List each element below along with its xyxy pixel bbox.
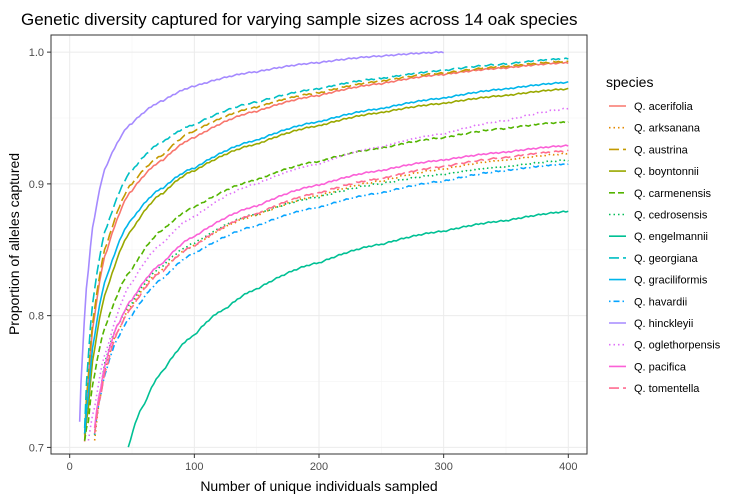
y-tick-label: 1.0 — [29, 47, 44, 59]
series-line — [83, 81, 569, 434]
legend-item: Q. boyntonnii — [609, 166, 699, 178]
legend-item: Q. engelmannii — [609, 231, 708, 243]
series-line — [83, 87, 569, 441]
legend-item: Q. acerifolia — [609, 101, 694, 113]
legend-item: Q. tomentella — [609, 383, 700, 395]
grid — [51, 35, 587, 454]
legend-item: Q. pacifica — [609, 361, 687, 373]
x-tick-label: 100 — [185, 461, 203, 473]
legend-item: Q. georgiana — [609, 253, 698, 265]
series-line — [93, 149, 569, 434]
y-axis: 0.7 0.8 0.9 1.0 — [29, 47, 51, 454]
legend-label: Q. austrina — [634, 144, 689, 156]
series-line — [83, 121, 569, 441]
legend-item: Q. havardii — [609, 296, 687, 308]
legend-item: Q. oglethorpensis — [609, 340, 721, 352]
series-line — [93, 144, 569, 429]
series-layer — [78, 50, 569, 448]
legend-label: Q. boyntonnii — [634, 166, 699, 178]
y-tick-label: 0.8 — [29, 311, 44, 323]
series-line — [78, 50, 444, 422]
y-tick-label: 0.7 — [29, 442, 44, 454]
series-line — [87, 107, 569, 441]
legend-items: Q. acerifolia Q. arksanana Q. austrina Q. b… — [609, 101, 721, 395]
legend-label: Q. arksanana — [634, 123, 701, 135]
legend-label: Q. georgiana — [634, 253, 698, 265]
y-tick-label: 0.9 — [29, 179, 44, 191]
legend-item: Q. arksanana — [609, 123, 701, 135]
x-axis: 0 100 200 300 400 — [67, 454, 577, 473]
legend-label: Q. havardii — [634, 296, 687, 308]
legend-item: Q. graciliformis — [609, 275, 708, 287]
legend-item: Q. cedrosensis — [609, 210, 708, 222]
series-line — [83, 57, 569, 429]
x-tick-label: 0 — [67, 461, 73, 473]
x-tick-label: 200 — [310, 461, 328, 473]
legend-label: Q. cedrosensis — [634, 210, 708, 222]
legend-label: Q. hinckleyii — [634, 318, 693, 330]
legend-title: species — [606, 74, 653, 90]
series-line — [83, 61, 569, 442]
legend-item: Q. carmenensis — [609, 188, 712, 200]
legend-label: Q. oglethorpensis — [634, 340, 721, 352]
chart-title: Genetic diversity captured for varying s… — [21, 10, 578, 29]
legend-item: Q. hinckleyii — [609, 318, 693, 330]
x-axis-title: Number of unique individuals sampled — [200, 478, 437, 494]
legend-label: Q. acerifolia — [634, 101, 694, 113]
x-tick-label: 400 — [559, 461, 577, 473]
legend-label: Q. carmenensis — [634, 188, 712, 200]
y-axis-title: Proportion of alleles captured — [6, 153, 22, 335]
x-tick-label: 300 — [434, 461, 452, 473]
legend-label: Q. graciliformis — [634, 275, 708, 287]
legend: species Q. acerifolia Q. arksanana Q. aust… — [606, 74, 721, 395]
legend-label: Q. engelmannii — [634, 231, 708, 243]
legend-item: Q. austrina — [609, 144, 689, 156]
series-line — [127, 210, 569, 448]
legend-label: Q. pacifica — [634, 361, 687, 373]
legend-label: Q. tomentella — [634, 383, 700, 395]
series-line — [83, 59, 569, 435]
